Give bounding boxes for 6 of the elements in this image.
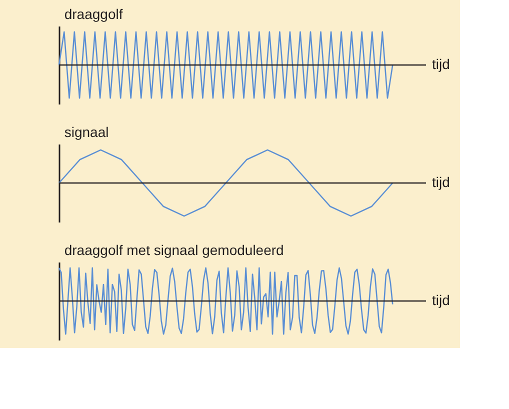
x-axis-title: tijd xyxy=(432,174,450,190)
x-axis-title: tijd xyxy=(432,56,450,72)
chart-title: signaal xyxy=(64,124,109,140)
chart-title: draaggolf xyxy=(64,6,123,22)
x-axis-title: tijd xyxy=(432,292,450,308)
chart-title: draaggolf met signaal gemoduleerd xyxy=(64,242,284,258)
